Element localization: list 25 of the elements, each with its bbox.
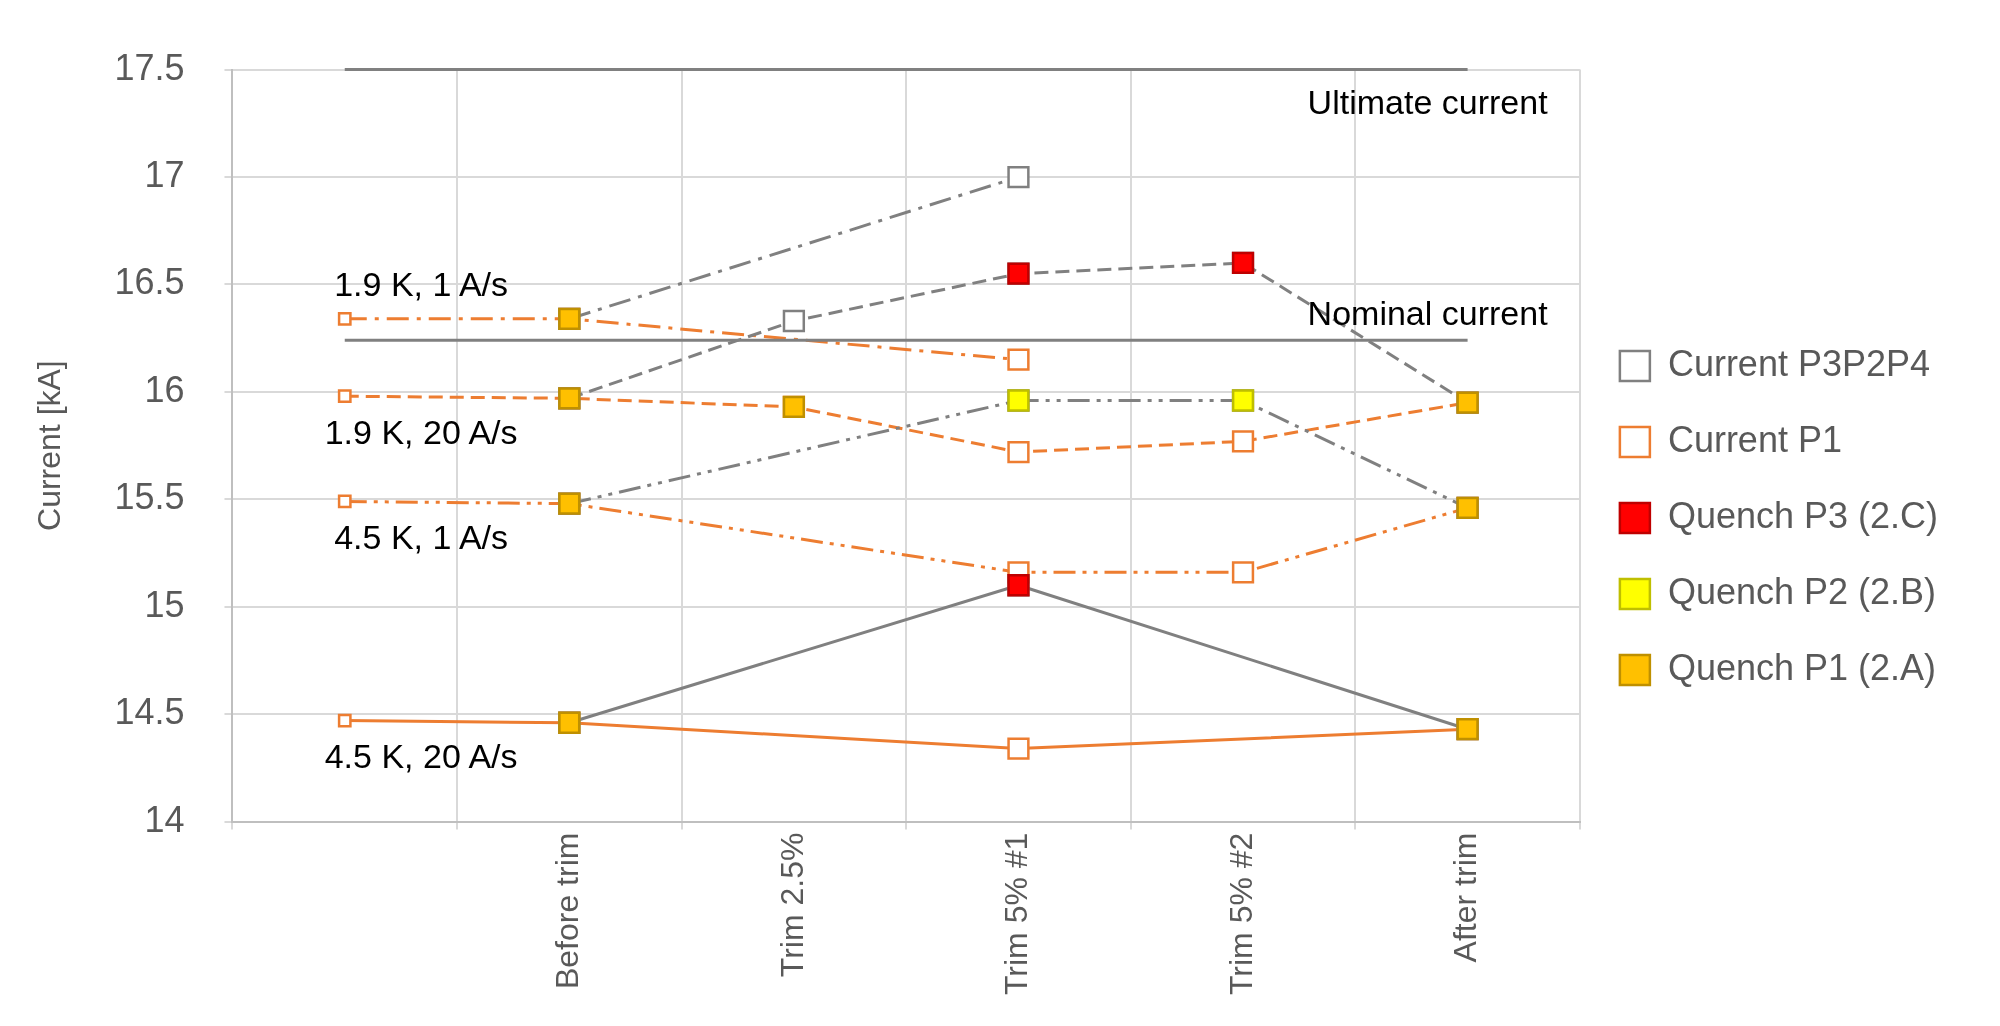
x-tick-label: After trim bbox=[1447, 832, 1484, 963]
annotation: 1.9 K, 20 A/s bbox=[324, 412, 518, 451]
annotation: 4.5 K, 20 A/s bbox=[324, 736, 518, 775]
y-tick-label: 17 bbox=[144, 153, 185, 195]
y-tick-label: 15 bbox=[144, 583, 185, 625]
legend-label: Current P1 bbox=[1667, 418, 1842, 460]
y-tick-label: 16.5 bbox=[114, 261, 185, 303]
x-tick-label: Trim 5% #1 bbox=[998, 832, 1035, 995]
x-tick-label: Before trim bbox=[549, 832, 586, 990]
legend-label: Current P3P2P4 bbox=[1667, 342, 1931, 384]
y-tick-label: 14.5 bbox=[114, 691, 185, 733]
legend-label: Quench P2 (2.B) bbox=[1667, 570, 1937, 612]
annotation: 4.5 K, 1 A/s bbox=[334, 517, 509, 556]
y-tick-label: 14 bbox=[144, 798, 185, 840]
y-axis-title: Current [kA] bbox=[31, 360, 68, 531]
y-tick-label: 15.5 bbox=[114, 476, 185, 518]
ref-line-label: Ultimate current bbox=[1307, 82, 1549, 121]
legend-label: Quench P3 (2.C) bbox=[1667, 494, 1938, 536]
ref-line-label: Nominal current bbox=[1307, 293, 1549, 332]
legend-label: Quench P1 (2.A) bbox=[1667, 646, 1937, 688]
annotation: 1.9 K, 1 A/s bbox=[334, 265, 509, 304]
x-tick-label: Trim 2.5% bbox=[773, 832, 810, 978]
y-tick-label: 16 bbox=[144, 368, 185, 410]
x-tick-label: Trim 5% #2 bbox=[1222, 832, 1259, 995]
y-tick-label: 17.5 bbox=[114, 46, 185, 88]
